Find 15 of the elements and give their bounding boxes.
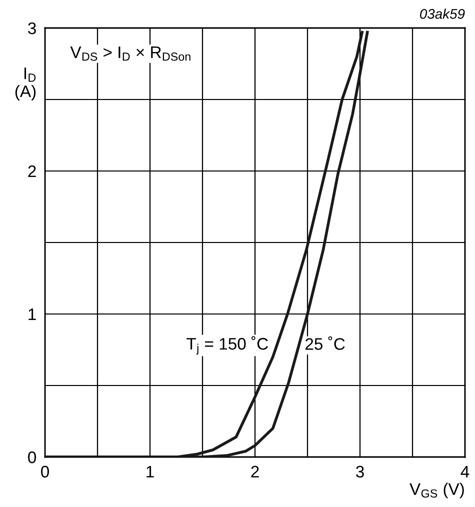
text: 03ak59 (420, 8, 465, 19)
x-tick-label: 1 (146, 466, 154, 478)
annotation: V$_{DS}$ > I$_{D}$ × R$_{DSon}$ (70, 46, 190, 61)
x-tick-label: 2 (251, 466, 259, 478)
y-tick-label: 2 (28, 165, 36, 178)
x-tick-label: 4 (460, 466, 470, 478)
x-axis-title: V$_{GS}$ (V) (410, 482, 464, 498)
y-tick-label: 0 (28, 451, 36, 464)
annotation: T$_{j}$ = 150 ˚C (186, 336, 268, 355)
x-tick-label: 3 (356, 466, 364, 478)
x-tick-label: 0 (41, 466, 49, 478)
annotation: 25 ˚C (305, 336, 345, 350)
y-tick-label: 1 (28, 308, 36, 320)
y-tick-label: 3 (28, 22, 36, 34)
y-axis-title: I$_{D}$ (A) (15, 68, 36, 101)
